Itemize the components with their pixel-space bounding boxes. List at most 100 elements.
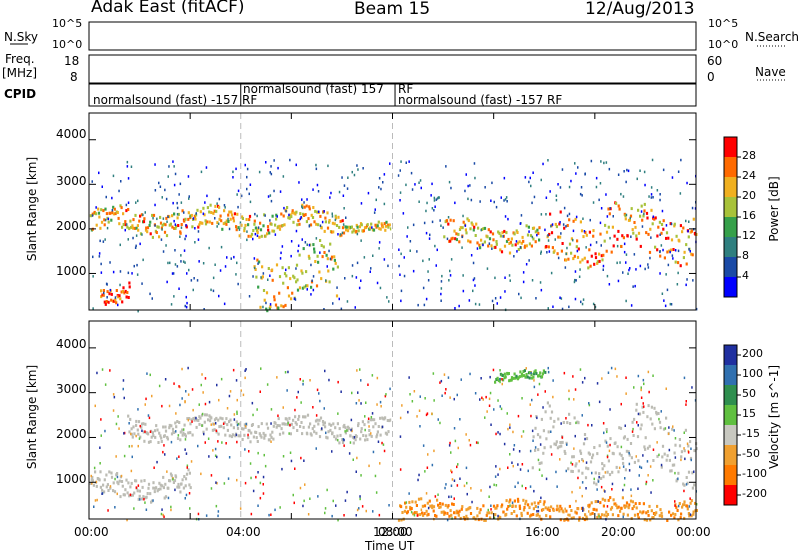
scatter-cell <box>563 371 566 375</box>
scatter-cell <box>355 514 357 517</box>
scatter-cell <box>629 267 631 270</box>
scatter-cell <box>217 222 220 226</box>
scatter-cell <box>378 241 381 244</box>
scatter-cell <box>539 443 542 446</box>
scatter-cell <box>547 366 549 370</box>
scatter-cell <box>161 196 163 199</box>
scatter-cell <box>651 158 654 162</box>
heatmap-cell <box>159 215 162 219</box>
heatmap-cell <box>187 431 190 435</box>
heatmap-cell <box>435 514 438 518</box>
scatter-cell <box>499 380 501 384</box>
scatter-cell <box>162 217 165 220</box>
scatter-cell <box>628 268 630 272</box>
scatter-cell <box>310 263 312 267</box>
scatter-cell <box>192 217 195 220</box>
scatter-cell <box>383 449 386 453</box>
heatmap-cell <box>431 506 434 510</box>
heatmap-cell <box>263 213 266 217</box>
heatmap-cell <box>624 217 627 221</box>
heatmap-cell <box>144 422 147 426</box>
scatter-cell <box>217 514 219 518</box>
heatmap-cell <box>685 476 688 479</box>
heatmap-cell <box>363 226 367 230</box>
scatter-cell <box>328 249 330 253</box>
scatter-cell <box>540 250 542 253</box>
scatter-cell <box>533 385 536 389</box>
scatter-cell <box>539 281 542 284</box>
scatter-cell <box>409 240 412 243</box>
scatter-cell <box>99 446 101 449</box>
heatmap-cell <box>151 499 154 503</box>
heatmap-cell <box>581 471 584 475</box>
scatter-cell <box>503 176 506 180</box>
heatmap-cell <box>633 221 636 224</box>
heatmap-cell <box>540 417 543 421</box>
heatmap-cell <box>510 378 513 382</box>
heatmap-cell <box>564 452 567 455</box>
scatter-cell <box>566 214 569 218</box>
heatmap-cell <box>655 511 658 515</box>
heatmap-cell <box>559 504 562 508</box>
scatter-cell <box>94 499 97 502</box>
scatter-cell <box>223 302 226 306</box>
heatmap-cell <box>554 443 558 447</box>
heatmap-cell <box>316 418 319 422</box>
heatmap-cell <box>505 512 508 516</box>
scatter-cell <box>300 456 302 460</box>
scatter-cell <box>93 466 96 470</box>
heatmap-cell <box>278 224 281 228</box>
scatter-cell <box>635 268 637 271</box>
heatmap-cell <box>653 406 656 410</box>
scatter-cell <box>356 369 358 372</box>
heatmap-cell <box>292 426 295 430</box>
heatmap-cell <box>631 228 634 232</box>
heatmap-cell <box>473 225 476 229</box>
heatmap-cell <box>205 427 208 431</box>
heatmap-cell <box>600 513 604 517</box>
scatter-cell <box>135 434 137 438</box>
scatter-cell <box>450 484 453 487</box>
heatmap-cell <box>439 502 442 505</box>
heatmap-cell <box>291 291 294 295</box>
power-ytick-4000: 4000 <box>56 127 87 141</box>
heatmap-cell <box>273 295 276 299</box>
heatmap-cell <box>483 240 486 244</box>
scatter-cell <box>187 175 190 178</box>
heatmap-cell <box>455 509 458 513</box>
heatmap-cell <box>147 486 150 490</box>
scatter-cell <box>502 235 504 238</box>
scatter-cell <box>410 510 413 514</box>
velocity-ytick-1000: 1000 <box>56 472 87 486</box>
heatmap-cell <box>315 431 318 435</box>
heatmap-cell <box>122 223 125 226</box>
scatter-cell <box>180 226 183 229</box>
heatmap-cell <box>269 433 272 437</box>
heatmap-cell <box>568 513 571 517</box>
scatter-cell <box>166 220 168 223</box>
scatter-cell <box>331 450 333 453</box>
scatter-cell <box>591 471 593 475</box>
scatter-cell <box>572 229 575 233</box>
scatter-cell <box>456 393 458 397</box>
heatmap-cell <box>189 422 192 426</box>
scatter-cell <box>596 382 599 385</box>
scatter-cell <box>360 279 362 282</box>
heatmap-cell <box>243 226 246 230</box>
heatmap-cell <box>683 250 686 254</box>
heatmap-cell <box>352 441 355 445</box>
heatmap-cell <box>461 226 464 230</box>
scatter-cell <box>185 224 187 227</box>
heatmap-cell <box>164 223 167 227</box>
freq-tick-high: 18 <box>64 54 80 68</box>
scatter-cell <box>304 483 306 486</box>
heatmap-cell <box>645 511 648 515</box>
heatmap-cell <box>366 438 369 442</box>
heatmap-cell <box>635 234 638 238</box>
heatmap-cell <box>124 223 127 227</box>
scatter-cell <box>235 273 237 276</box>
scatter-cell <box>559 186 562 189</box>
scatter-cell <box>105 195 107 199</box>
heatmap-cell <box>507 505 510 508</box>
scatter-cell <box>204 441 206 444</box>
